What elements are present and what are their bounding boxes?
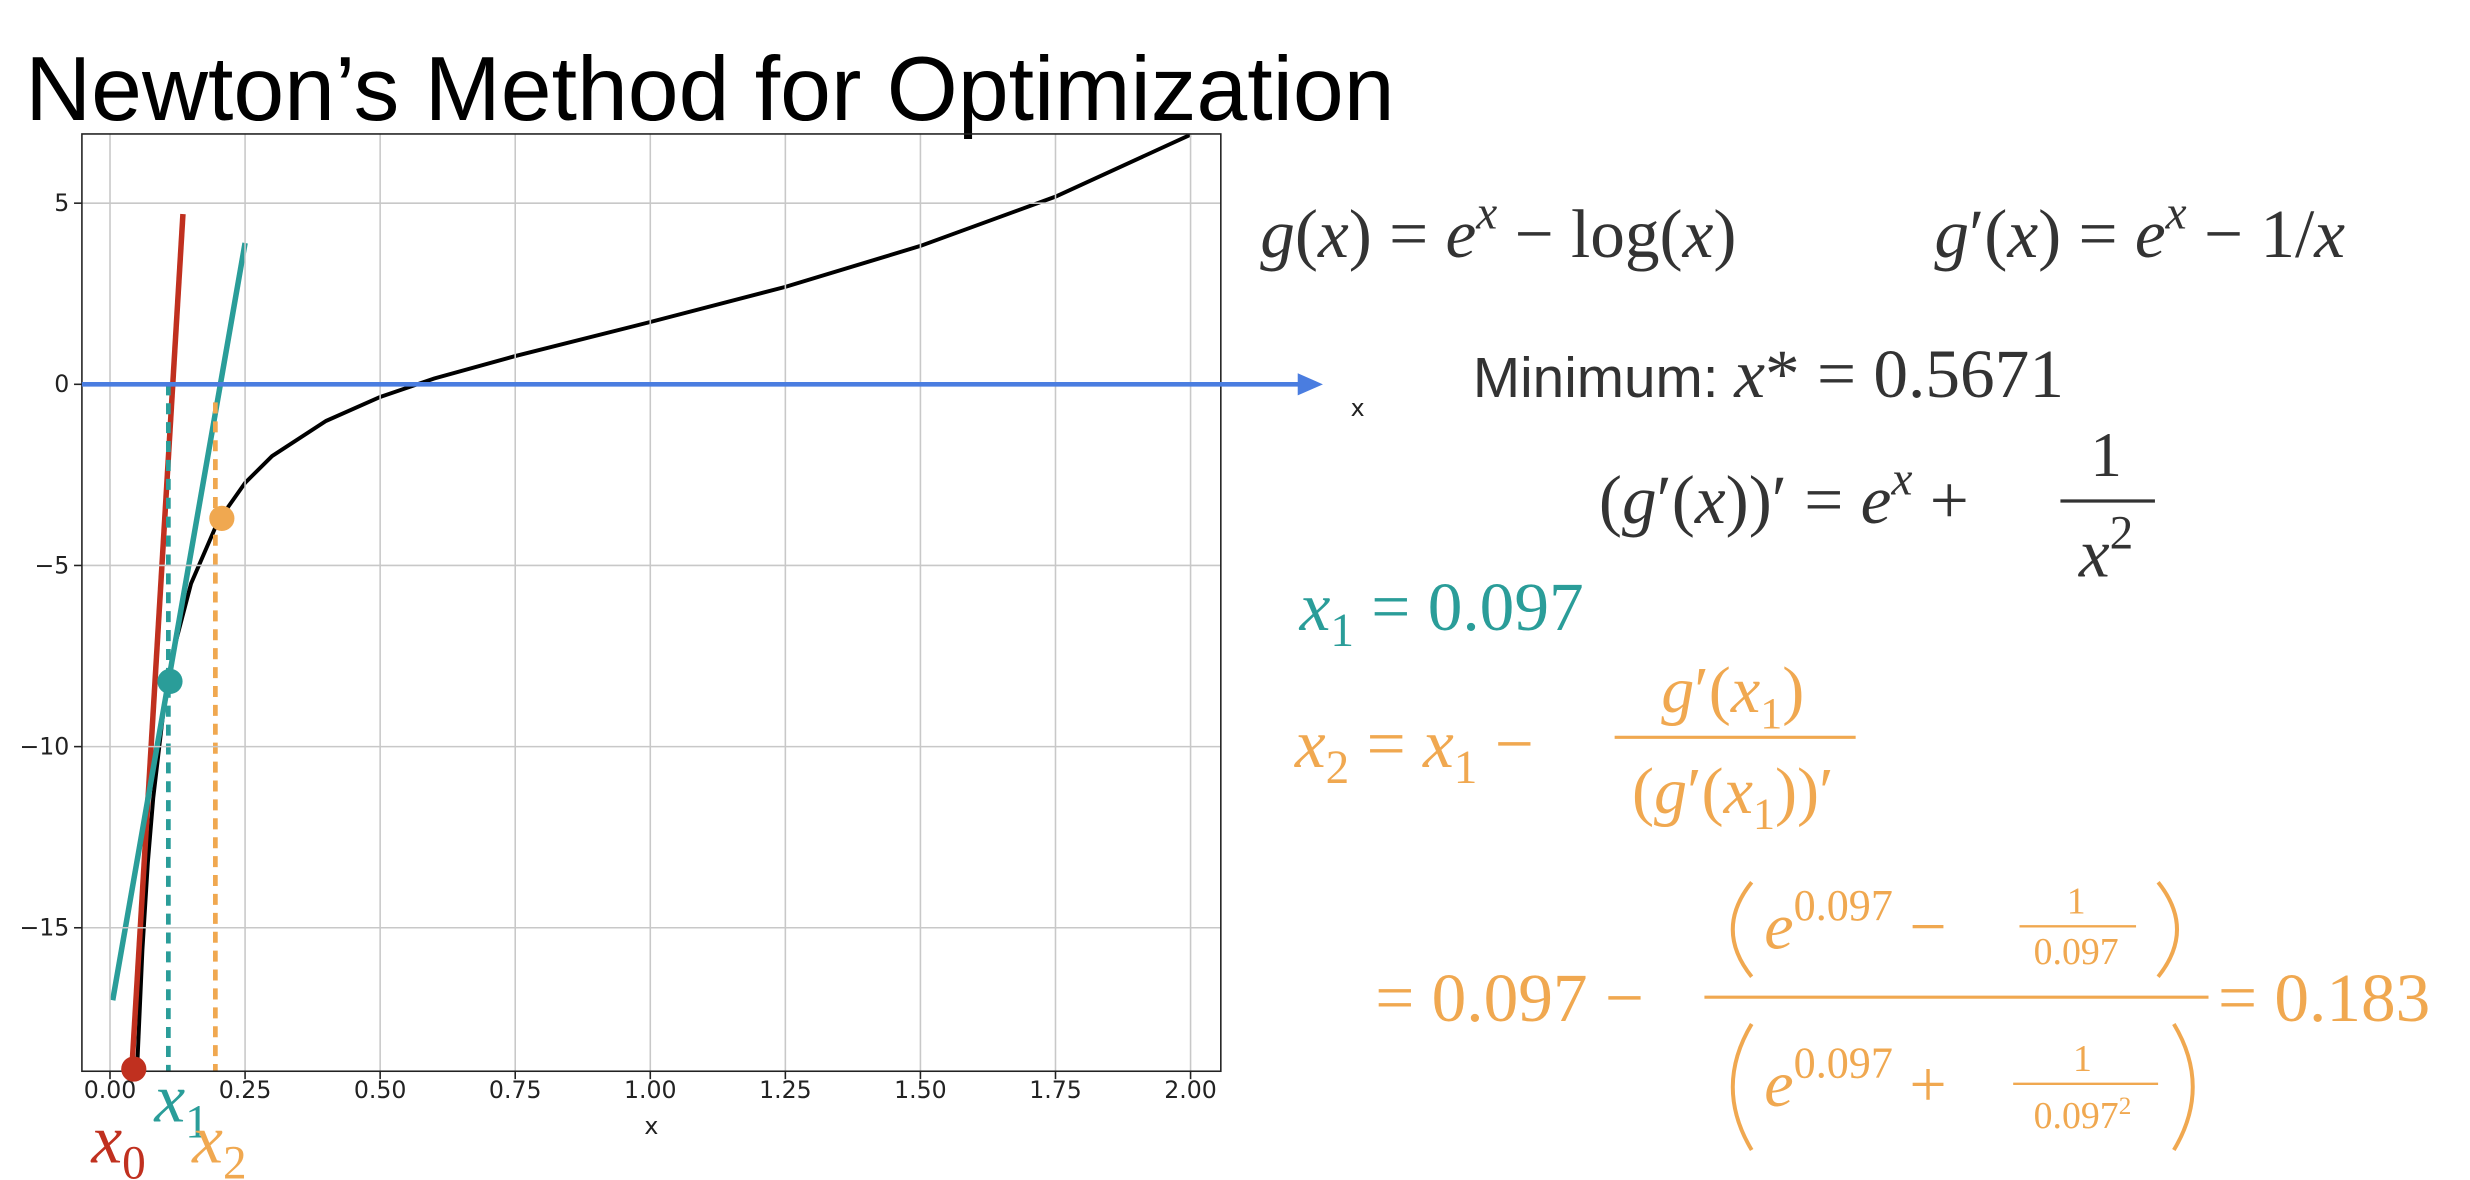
- formula-g: g(x) = ex − log(x): [1260, 187, 1736, 271]
- small-numerator: 1: [2073, 1038, 2092, 1080]
- formula-minimum: Minimum: x* = 0.5671: [1473, 335, 2064, 412]
- paren: [2172, 1022, 2195, 1152]
- formula-gp: g′(x) = ex − 1/x: [1934, 187, 2345, 271]
- plot-frame: [81, 133, 1222, 1073]
- small-denominator: 0.097: [2034, 931, 2119, 973]
- x0-label: x0: [90, 1101, 145, 1180]
- small-numerator: 1: [2067, 881, 2086, 923]
- x-axis-label: x: [644, 1112, 658, 1140]
- x-tick-label: 2.00: [1164, 1076, 1217, 1104]
- x2-denominator: (g′(x1))′: [1632, 755, 1834, 839]
- tangent-line: [109, 242, 248, 1001]
- y-tick-label: 0: [54, 370, 69, 398]
- y-tick-label: −5: [34, 551, 69, 579]
- point: [209, 505, 235, 531]
- paren: [1730, 880, 1754, 978]
- small-denominator: 0.0972: [2034, 1093, 2132, 1137]
- paren: [2156, 880, 2179, 978]
- y-tick-label: 5: [54, 189, 69, 217]
- x-tick-label: 1.00: [624, 1076, 677, 1104]
- y-tick-label: −15: [19, 914, 69, 942]
- tangent-line: [128, 213, 186, 1072]
- formula-x2: x2 = x1 −: [1294, 705, 1534, 794]
- x-tick-label: 0.25: [219, 1076, 272, 1104]
- result-denominator: e0.097 +: [1764, 1039, 1946, 1121]
- x-tick-label: 1.25: [759, 1076, 812, 1104]
- plot: 0.00 0.25 0.50 0.75 1.00 1.25 1.50 1.75 2.00 5 0 −5…: [19, 133, 1365, 1140]
- x-tick-label: 0.50: [354, 1076, 407, 1104]
- x2-label: x2: [191, 1101, 246, 1180]
- arrow-head: [1297, 373, 1323, 396]
- arrow-label: x: [1351, 394, 1365, 422]
- slide-title: Newton’s Method for Optimization: [25, 38, 1394, 140]
- x2-numerator: g′(x1): [1661, 654, 1804, 738]
- x-tick-label: 1.50: [894, 1076, 947, 1104]
- x1-label: x1: [153, 1060, 208, 1149]
- point: [157, 668, 183, 695]
- gpp-denominator: x2: [2078, 507, 2133, 591]
- result-numerator: e0.097 −: [1764, 881, 1946, 963]
- formula-x1: x1 = 0.097: [1299, 568, 1584, 657]
- result-tail: = 0.183: [2218, 959, 2430, 1036]
- formula-gpp: (g′(x))′ = ex +: [1599, 454, 1969, 538]
- y-tick-label: −10: [19, 732, 69, 760]
- x-tick-label: 0.00: [84, 1076, 137, 1104]
- paren: [1730, 1022, 1754, 1152]
- result-lead: = 0.097 −: [1375, 959, 1644, 1036]
- point: [121, 1056, 147, 1082]
- x-tick-label: 1.75: [1029, 1076, 1082, 1104]
- x-tick-label: 0.75: [489, 1076, 542, 1104]
- gpp-numerator: 1: [2090, 420, 2122, 490]
